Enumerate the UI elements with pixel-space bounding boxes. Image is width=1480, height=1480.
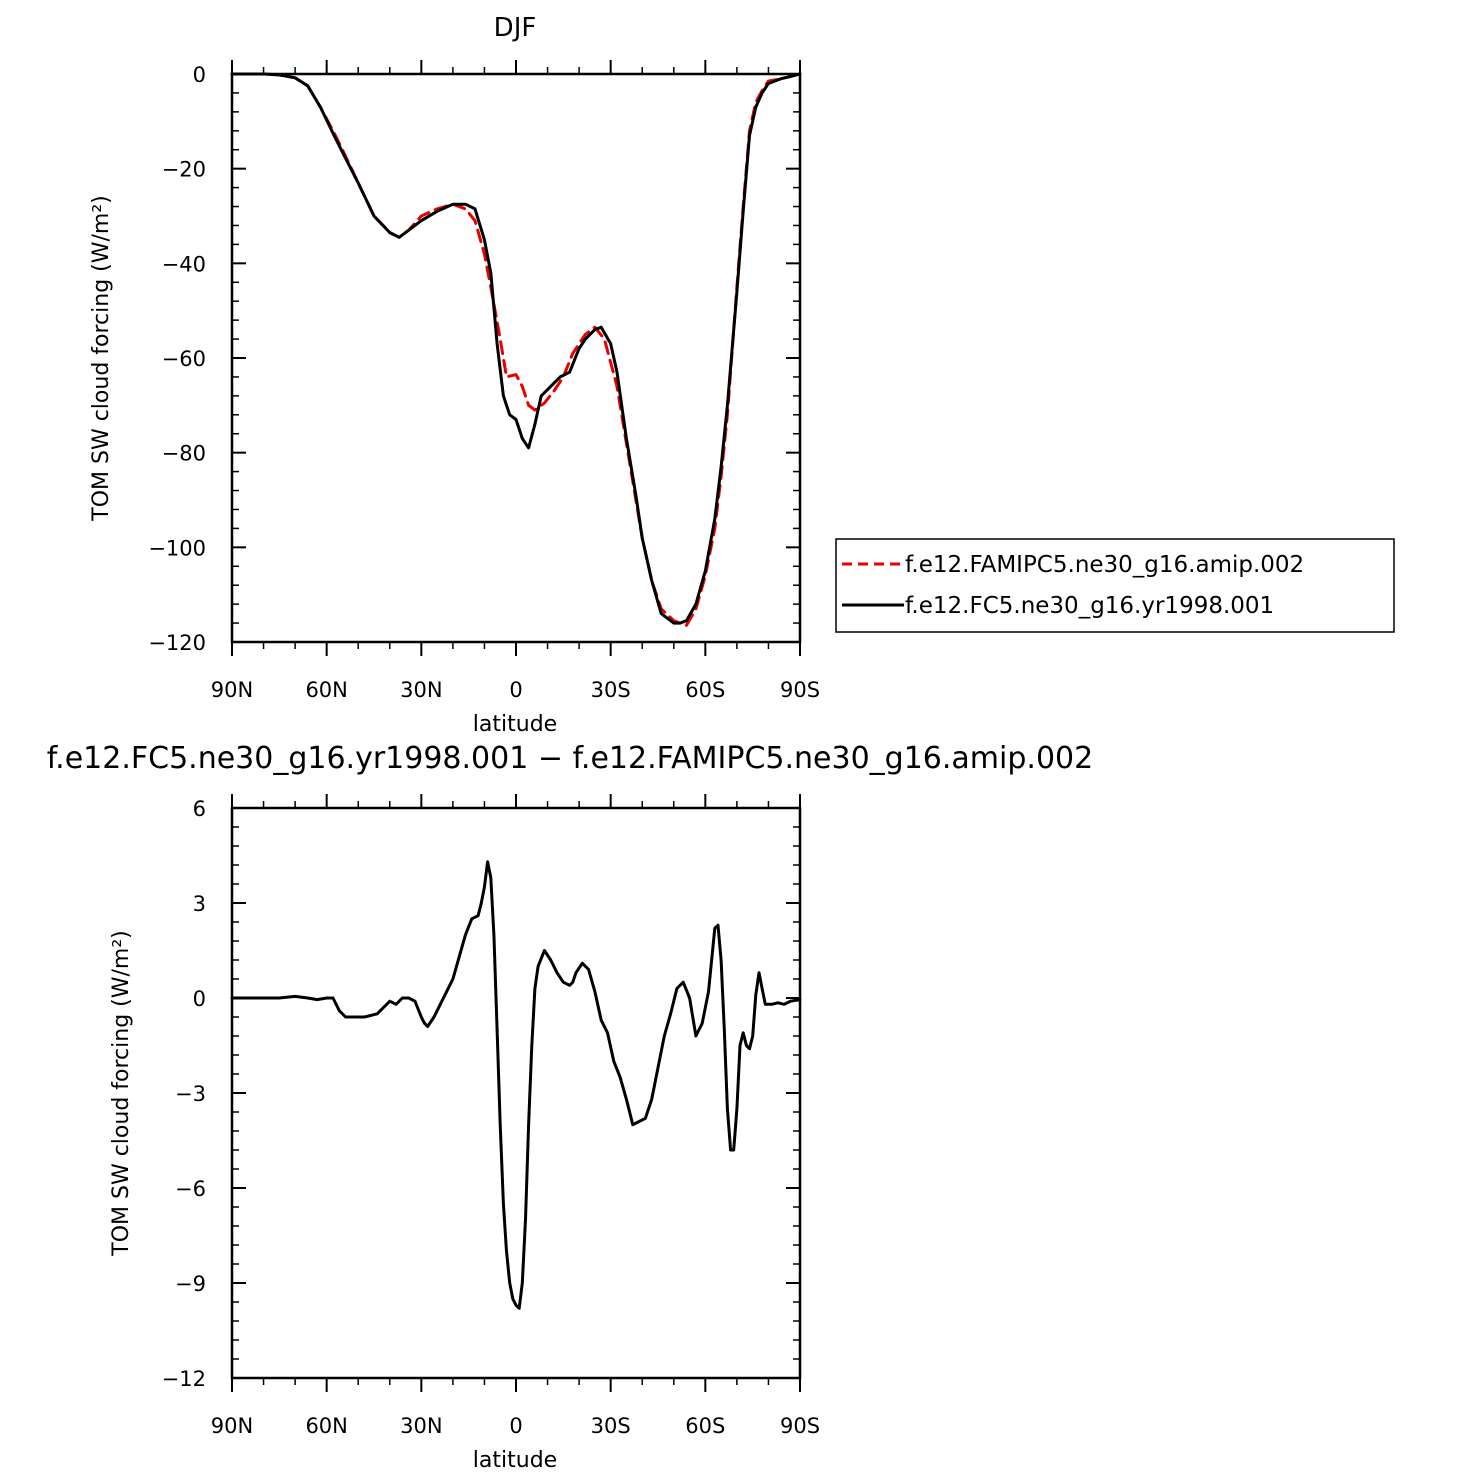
top-panel-series <box>230 72 802 627</box>
bottom-panel-x-tick-label: 0 <box>509 1414 522 1438</box>
bottom-panel-x-tick-label: 60S <box>685 1414 725 1438</box>
top-panel-x-tick-label: 30N <box>400 678 442 702</box>
top-panel-x-tick-label: 90S <box>780 678 820 702</box>
bottom-panel-y-tick-labels: 6 3 0 −3 −6 −9 −12 <box>162 797 206 1391</box>
top-panel-y-axis-label: TOM SW cloud forcing (W/m²) <box>89 195 114 521</box>
bottom-panel-y-tick-label: 0 <box>193 987 206 1011</box>
top-panel-y-tick-label: −60 <box>162 347 206 371</box>
top-panel-x-tick-label: 90N <box>211 678 253 702</box>
top-panel-y-tick-labels: 0 −20 −40 −60 −80 −100 −120 <box>148 63 206 655</box>
top-panel-title: DJF <box>494 13 537 43</box>
bottom-panel-x-tick-label: 90S <box>780 1414 820 1438</box>
top-panel-y-tick-label: 0 <box>193 63 206 87</box>
top-panel-y-tick-label: −80 <box>162 442 206 466</box>
legend-label-yr1998: f.e12.FC5.ne30_g16.yr1998.001 <box>905 593 1274 619</box>
bottom-panel-y-tick-label: 3 <box>193 892 206 916</box>
bottom-panel-x-tick-label: 90N <box>211 1414 253 1438</box>
bottom-panel-x-tick-label: 60N <box>305 1414 347 1438</box>
bottom-panel: f.e12.FC5.ne30_g16.yr1998.001 − f.e12.FA… <box>47 741 1093 1473</box>
bottom-panel-y-tick-label: 6 <box>193 797 206 821</box>
top-panel-y-tick-label: −120 <box>148 631 206 655</box>
top-panel-x-tick-label: 60S <box>685 678 725 702</box>
top-panel-y-tick-label: −20 <box>162 158 206 182</box>
bottom-panel-x-tick-label: 30N <box>400 1414 442 1438</box>
top-panel-series-line-0 <box>230 72 802 627</box>
top-panel-frame <box>230 72 802 644</box>
top-panel-x-tick-label: 60N <box>305 678 347 702</box>
bottom-panel-y-tick-label: −3 <box>175 1082 206 1106</box>
top-panel-y-tick-label: −40 <box>162 252 206 276</box>
top-panel-x-tick-labels: 90N 60N 30N 0 30S 60S 90S <box>211 678 820 702</box>
bottom-panel-title: f.e12.FC5.ne30_g16.yr1998.001 − f.e12.FA… <box>47 741 1093 776</box>
bottom-panel-x-tick-label: 30S <box>591 1414 631 1438</box>
bottom-panel-y-tick-label: −6 <box>175 1177 206 1201</box>
bottom-panel-y-axis-label: TOM SW cloud forcing (W/m²) <box>109 930 134 1256</box>
bottom-panel-series <box>230 860 802 1310</box>
legend: f.e12.FAMIPC5.ne30_g16.amip.002 f.e12.FC… <box>835 538 1395 633</box>
top-panel: DJF 0 −20 −40 −60 −80 −100 −120 90N 60N 30N 0 30S 6… <box>89 13 820 737</box>
top-panel-ticks <box>231 60 801 656</box>
top-panel-x-tick-label: 0 <box>509 678 522 702</box>
top-panel-series-line-1 <box>230 72 802 625</box>
top-panel-y-tick-label: −100 <box>148 536 206 560</box>
top-panel-x-tick-label: 30S <box>591 678 631 702</box>
bottom-panel-series-line-0 <box>230 860 802 1310</box>
bottom-panel-y-tick-label: −12 <box>162 1367 206 1391</box>
bottom-panel-frame <box>230 806 802 1380</box>
top-panel-x-axis-label: latitude <box>473 712 557 737</box>
bottom-panel-x-axis-label: latitude <box>473 1448 557 1473</box>
bottom-panel-y-tick-label: −9 <box>175 1272 206 1296</box>
legend-box <box>835 538 1395 633</box>
bottom-panel-x-tick-labels: 90N 60N 30N 0 30S 60S 90S <box>211 1414 820 1438</box>
legend-label-amip: f.e12.FAMIPC5.ne30_g16.amip.002 <box>905 552 1304 578</box>
